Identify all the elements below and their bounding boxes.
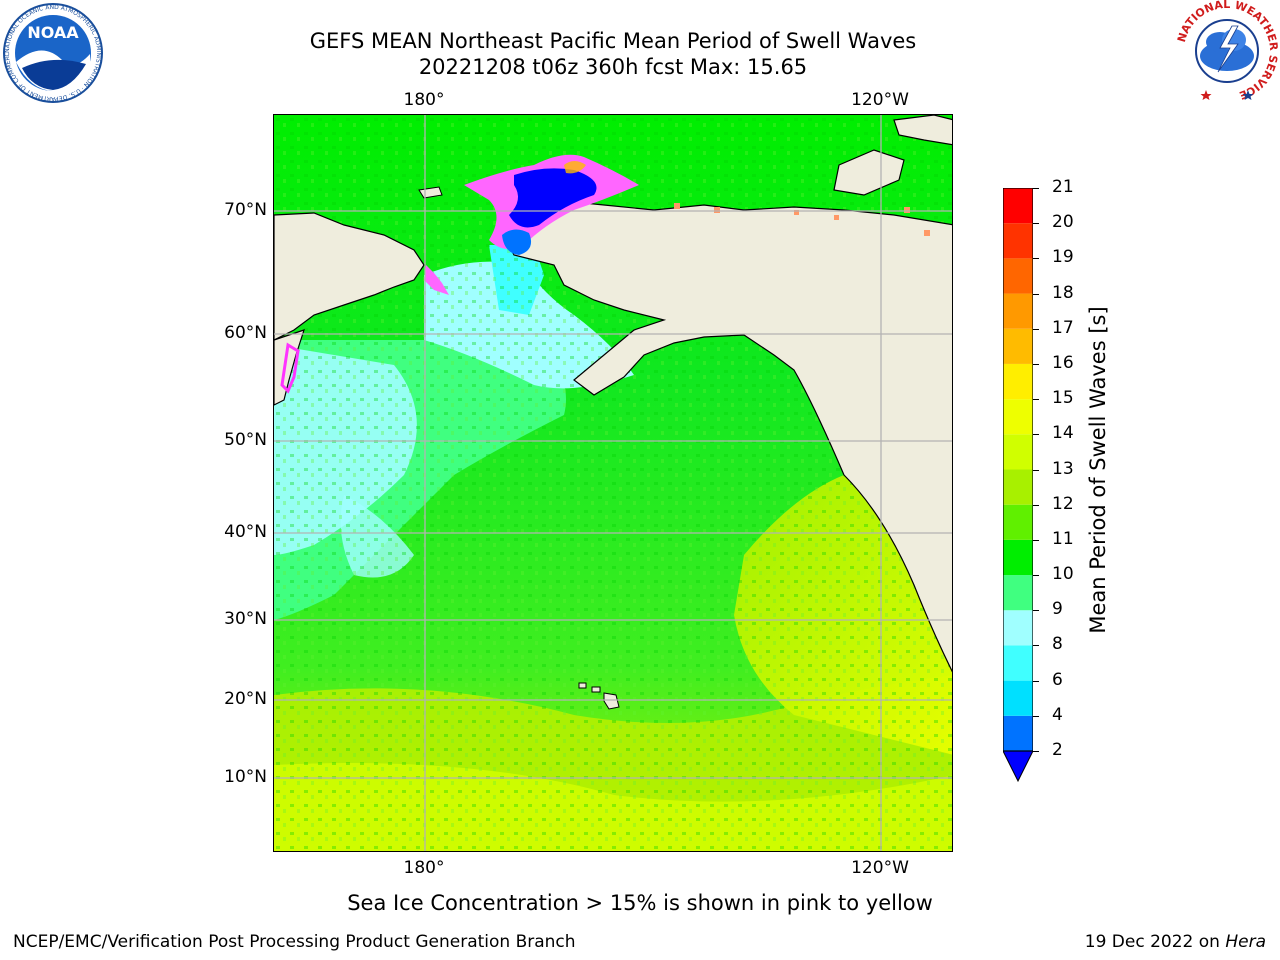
- colorbar-bin: [1003, 504, 1033, 540]
- colorbar-tick-label: 19: [1052, 247, 1074, 268]
- colorbar-tick-label: 11: [1052, 528, 1074, 549]
- colorbar-bin: [1003, 645, 1033, 681]
- map-canvas: [274, 115, 952, 851]
- colorbar-bin: [1003, 223, 1033, 259]
- colorbar-tick: [1033, 575, 1039, 577]
- colorbar-tick-label: 15: [1052, 388, 1074, 409]
- colorbar-tick-label: 4: [1052, 704, 1063, 725]
- land-arctic-island: [833, 149, 905, 196]
- colorbar-tick-label: 2: [1052, 740, 1063, 760]
- colorbar-bin: [1003, 715, 1033, 751]
- footer-date: 19 Dec 2022 on Hera: [1085, 932, 1266, 952]
- lat-label-60n: 60°N: [224, 323, 267, 343]
- map-panel: [273, 114, 953, 852]
- colorbar-bin: [1003, 434, 1033, 470]
- colorbar-tick-label: 8: [1052, 634, 1063, 655]
- lon-label-top-180: 180°: [403, 90, 445, 110]
- colorbar-bin: [1003, 188, 1033, 224]
- colorbar-tick: [1033, 539, 1039, 541]
- colorbar-bin: [1003, 328, 1033, 364]
- colorbar-tick-label: 12: [1052, 493, 1074, 514]
- colorbar-tick-label: 10: [1052, 564, 1074, 585]
- colorbar-label: Mean Period of Swell Waves [s]: [1086, 306, 1110, 634]
- colorbar-tick-label: 17: [1052, 317, 1074, 338]
- colorbar-tick-label: 18: [1052, 282, 1074, 303]
- colorbar-tick-label: 14: [1052, 423, 1074, 444]
- colorbar-bin: [1003, 399, 1033, 435]
- colorbar-bin: [1003, 610, 1033, 646]
- colorbar-tick: [1033, 293, 1039, 295]
- land-north-america: [503, 199, 952, 673]
- footer-date-text: 19 Dec 2022 on: [1084, 932, 1226, 952]
- lat-label-50n: 50°N: [224, 430, 267, 450]
- noaa-logo-text: NOAA: [27, 23, 79, 42]
- colorbar-tick: [1033, 504, 1039, 506]
- colorbar-tick: [1033, 188, 1039, 189]
- nws-logo: NATIONAL WEATHER SERVICE: [1175, 0, 1280, 102]
- colorbar-tick-label: 16: [1052, 352, 1074, 373]
- colorbar-tick-label: 9: [1052, 599, 1063, 620]
- chart-title: GEFS MEAN Northeast Pacific Mean Period …: [309, 29, 917, 53]
- colorbar-bin: [1003, 539, 1033, 576]
- colorbar-tick: [1033, 363, 1039, 365]
- colorbar-tick-label: 21: [1052, 177, 1074, 197]
- colorbar-tick: [1033, 434, 1039, 436]
- colorbar-tick-label: 20: [1052, 212, 1074, 233]
- lat-label-20n: 20°N: [224, 689, 267, 709]
- colorbar-tick: [1033, 258, 1039, 260]
- lat-label-30n: 30°N: [224, 609, 267, 629]
- colorbar-tick: [1033, 328, 1039, 330]
- colorbar: [1002, 187, 1034, 788]
- colorbar-tick: [1033, 680, 1039, 682]
- colorbar-tick: [1033, 223, 1039, 225]
- lon-label-bottom-180: 180°: [403, 858, 445, 878]
- colorbar-tick: [1033, 715, 1039, 717]
- lon-label-bottom-120w: 120°W: [851, 858, 909, 878]
- colorbar-extend-arrow: [1002, 750, 1034, 783]
- colorbar-svg: [1002, 187, 1034, 783]
- colorbar-bin: [1003, 363, 1033, 400]
- colorbar-bin: [1003, 575, 1033, 611]
- colorbar-tick: [1033, 399, 1039, 401]
- colorbar-bin: [1003, 258, 1033, 294]
- colorbar-bin: [1003, 293, 1033, 329]
- colorbar-tick: [1033, 610, 1039, 612]
- graticule: [274, 115, 952, 851]
- chart-subtitle: 20221208 t06z 360h fcst Max: 15.65: [418, 55, 808, 79]
- lon-label-top-120w: 120°W: [851, 90, 909, 110]
- sea-ice-caption: Sea Ice Concentration > 15% is shown in …: [347, 891, 933, 915]
- footer-branch: NCEP/EMC/Verification Post Processing Pr…: [13, 932, 576, 952]
- colorbar-bin: [1003, 680, 1033, 716]
- colorbar-tick-label: 6: [1052, 669, 1063, 690]
- lat-label-70n: 70°N: [224, 200, 267, 220]
- colorbar-tick: [1033, 751, 1039, 752]
- lat-label-10n: 10°N: [224, 767, 267, 787]
- colorbar-tick: [1033, 645, 1039, 647]
- colorbar-tick-label: 13: [1052, 458, 1074, 479]
- footer-host: Hera: [1225, 932, 1266, 952]
- land-siberia: [274, 212, 425, 341]
- colorbar-bin: [1003, 469, 1033, 505]
- lat-label-40n: 40°N: [224, 522, 267, 542]
- noaa-logo: NOAA NATIONAL OCEANIC AND ATMOSPHERIC AD…: [0, 0, 104, 104]
- colorbar-tick: [1033, 469, 1039, 471]
